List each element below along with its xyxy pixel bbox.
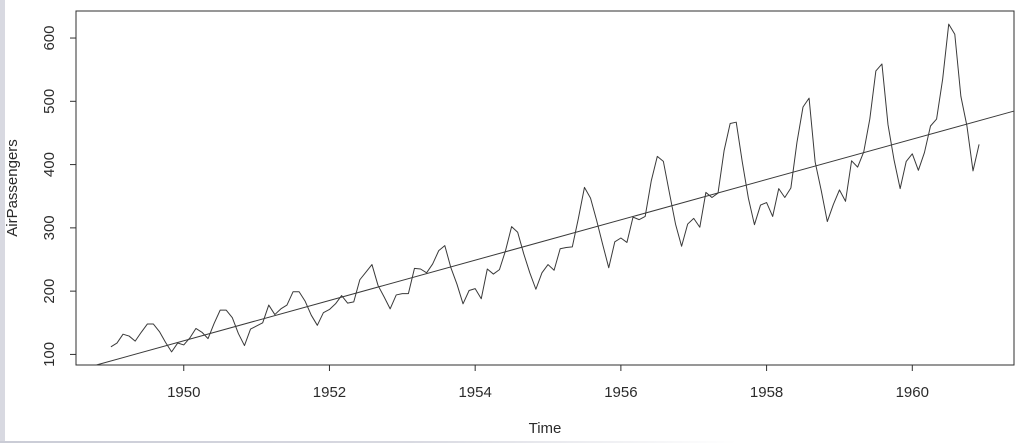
y-tick-label: 500	[41, 89, 58, 114]
x-tick-label: 1952	[313, 384, 346, 401]
y-tick-label: 300	[41, 215, 58, 240]
x-tick-label: 1958	[750, 384, 783, 401]
x-tick-label: 1950	[167, 384, 200, 401]
window-border-bottom	[0, 441, 1024, 443]
y-tick-label: 400	[41, 152, 58, 177]
x-axis-title: Time	[529, 420, 562, 437]
y-tick-label: 100	[41, 342, 58, 367]
y-tick-label: 600	[41, 26, 58, 51]
x-tick-label: 1956	[604, 384, 637, 401]
y-tick-label: 200	[41, 279, 58, 304]
plot-region: 1950 1952 1954 1956 1958 1960 100 200 300 400 500 6…	[41, 10, 1015, 401]
plot-box	[75, 10, 1015, 366]
airpassengers-series-line	[110, 23, 980, 353]
x-tick-label: 1954	[458, 384, 491, 401]
window-border-left	[0, 0, 5, 443]
y-axis-title: AirPassengers	[4, 139, 21, 237]
trend-line	[96, 110, 1015, 366]
x-tick-label: 1960	[896, 384, 929, 401]
